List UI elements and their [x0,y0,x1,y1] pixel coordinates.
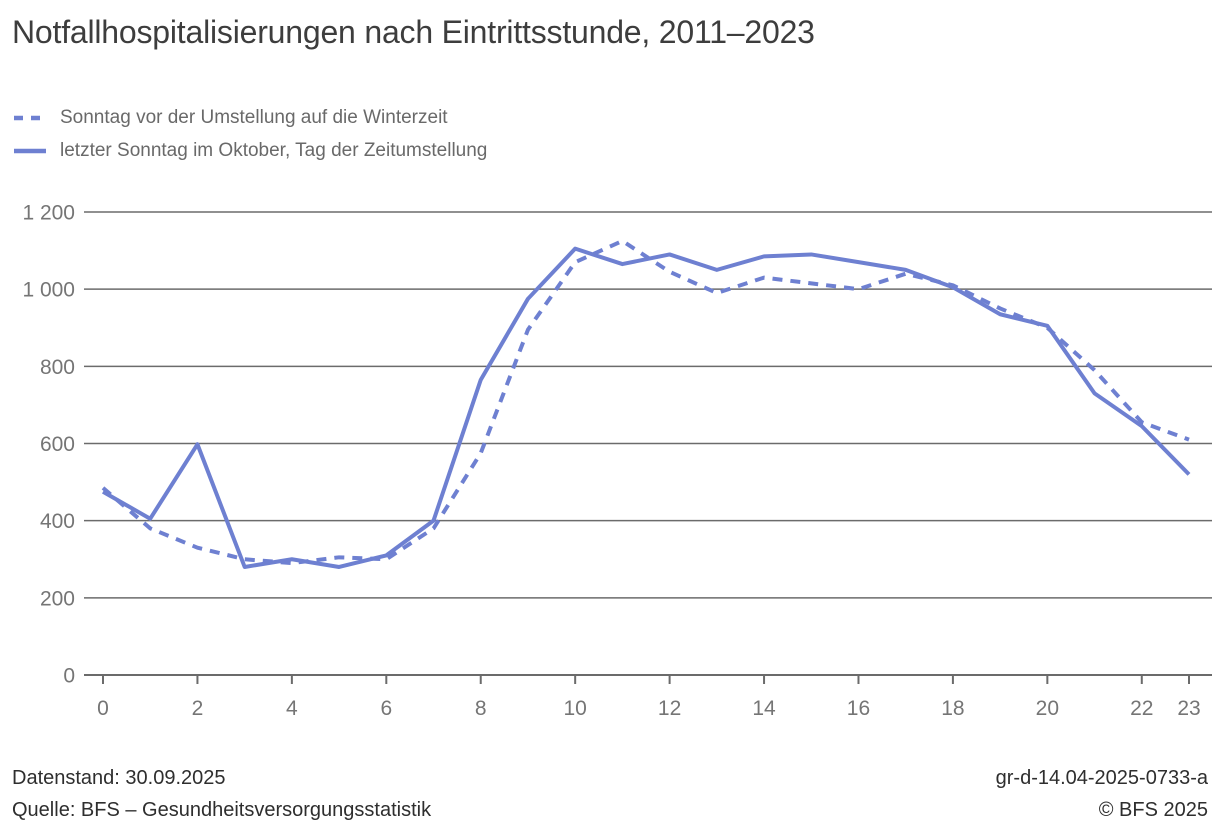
solid-line-swatch-icon [14,148,46,153]
figure-id: gr-d-14.04-2025-0733-a [995,767,1208,789]
legend-label-solid: letzter Sonntag im Oktober, Tag der Zeit… [60,139,488,161]
x-tick-label: 8 [475,697,487,720]
line-chart: 0 200 400 600 800 1 000 1 200 0 2 4 6 8 10 12 14 16 18 20… [22,202,1212,720]
x-tick-label: 10 [563,697,586,720]
legend-label-dashed: Sonntag vor der Umstellung auf die Winte… [60,106,448,128]
x-tick-label: 14 [752,697,776,720]
y-tick-label: 0 [63,665,75,688]
x-tick-label: 6 [380,697,392,720]
footer-left: Datenstand: 30.09.2025 Quelle: BFS – Ges… [12,762,431,826]
dashed-series-line [101,238,1190,566]
legend-item-solid: letzter Sonntag im Oktober, Tag der Zeit… [12,134,487,167]
solid-series-line [102,246,1191,569]
y-tick-label: 1 200 [22,202,75,225]
y-tick-label: 400 [40,510,75,533]
x-tick-label: 4 [286,697,298,720]
y-tick-label: 800 [40,356,75,379]
copyright: © BFS 2025 [1098,799,1208,821]
legend-item-dashed: Sonntag vor der Umstellung auf die Winte… [12,101,487,134]
dashed-line-swatch-icon [14,115,46,120]
x-tick-label: 2 [192,697,204,720]
footer-right: gr-d-14.04-2025-0733-a © BFS 2025 [996,762,1208,826]
y-tick-label: 200 [40,587,75,610]
chart-footer: Datenstand: 30.09.2025 Quelle: BFS – Ges… [12,762,1208,826]
legend: Sonntag vor der Umstellung auf die Winte… [12,101,487,167]
x-tick-label: 18 [941,697,964,720]
y-tick-label: 600 [40,433,75,456]
x-tick-label: 16 [847,697,870,720]
x-tick-label: 22 [1130,697,1153,720]
x-tick-label: 0 [97,697,109,720]
x-tick-label: 12 [658,697,681,720]
y-tick-label: 1 000 [22,279,75,302]
x-tick-label: 23 [1177,697,1200,720]
source: Quelle: BFS – Gesundheitsversorgungsstat… [12,799,432,821]
chart-title: Notfallhospitalisierungen nach Eintritts… [12,14,815,50]
x-tick-label: 20 [1036,697,1059,720]
data-status: Datenstand: 30.09.2025 [12,767,226,789]
